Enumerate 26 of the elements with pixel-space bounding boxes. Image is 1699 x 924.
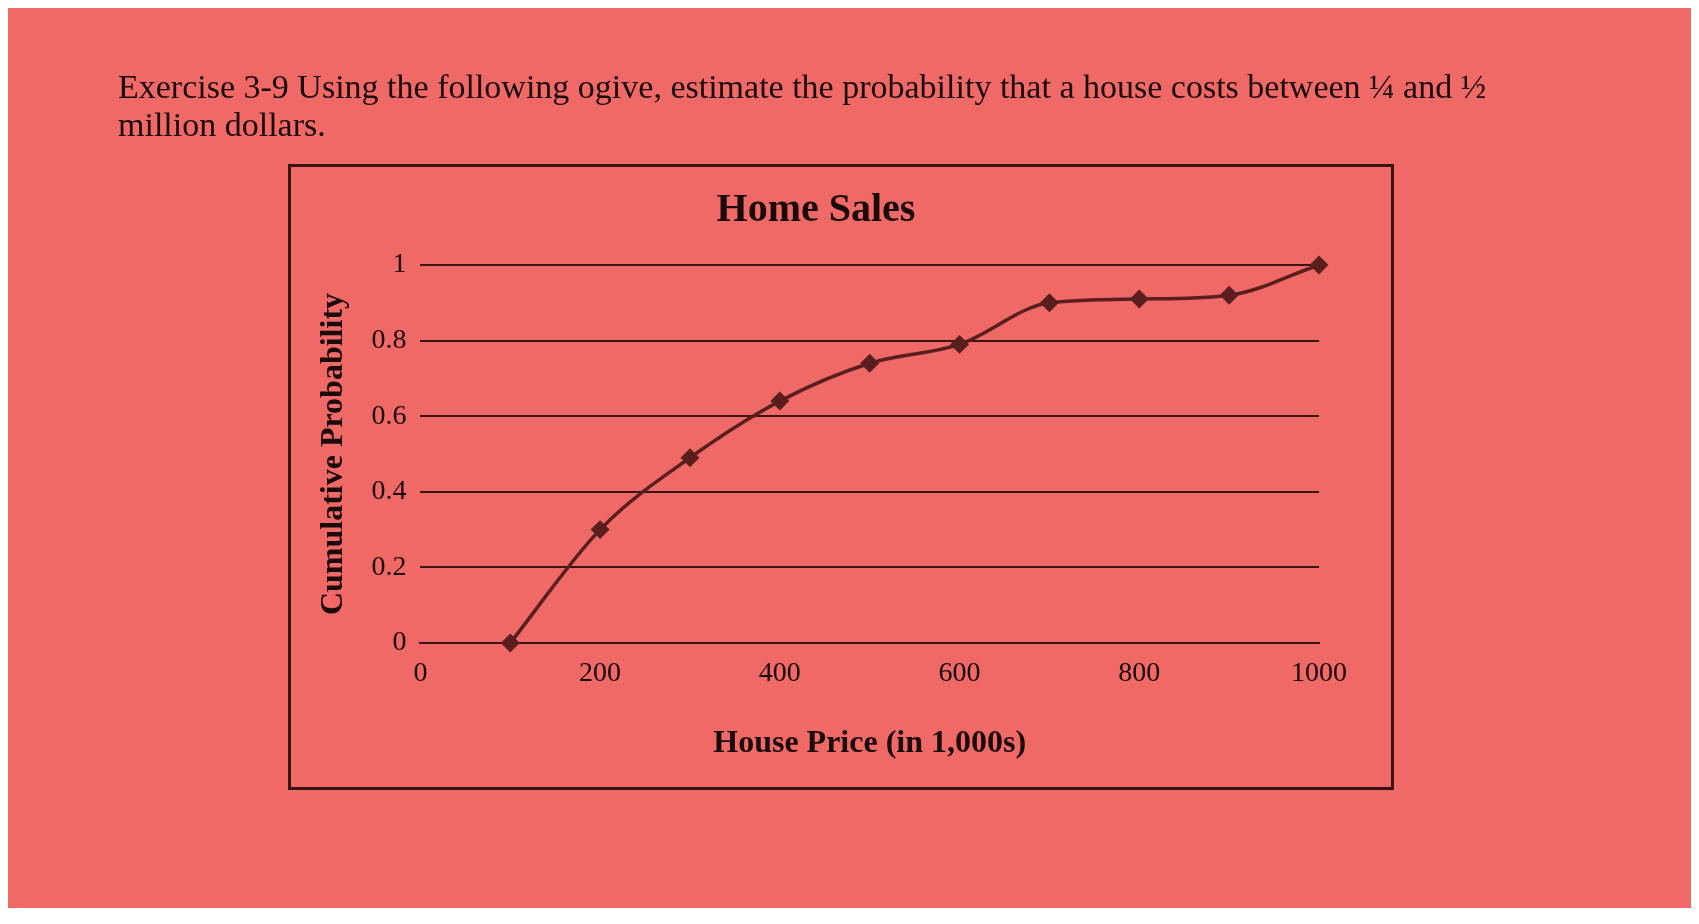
x-tick-label: 200 xyxy=(579,656,622,688)
y-tick-label: 0.8 xyxy=(371,322,407,354)
x-tick-label: 400 xyxy=(758,656,801,688)
chart-title: Home Sales xyxy=(716,185,916,231)
y-tick-label: 0 xyxy=(392,625,407,657)
point xyxy=(681,449,699,467)
point xyxy=(1220,286,1238,304)
point xyxy=(501,634,520,652)
y-tick-label: 1 xyxy=(392,247,407,279)
y-axis-title: Cumulative Probability xyxy=(313,292,350,616)
point xyxy=(1040,294,1059,312)
y-tick-label: 0.4 xyxy=(371,474,407,506)
point xyxy=(860,354,879,373)
point xyxy=(1310,256,1328,274)
point xyxy=(591,520,609,539)
y-tick-label: 0.2 xyxy=(371,549,407,581)
x-axis-title: House Price (in 1,000s) xyxy=(713,723,1027,760)
point xyxy=(771,392,789,410)
x-tick-label: 600 xyxy=(938,656,981,688)
x-tick-label: 0 xyxy=(413,656,428,688)
y-tick-label: 0.6 xyxy=(371,398,407,430)
text: Exercise 3-9 Using the following ogive, estimate the probability that a house costs between ¼ and ½ million dollars. xyxy=(118,68,1488,144)
point xyxy=(1130,290,1149,308)
point xyxy=(950,335,969,354)
x-tick-label: 800 xyxy=(1118,656,1161,688)
x-tick-label: 1000 xyxy=(1291,656,1347,688)
